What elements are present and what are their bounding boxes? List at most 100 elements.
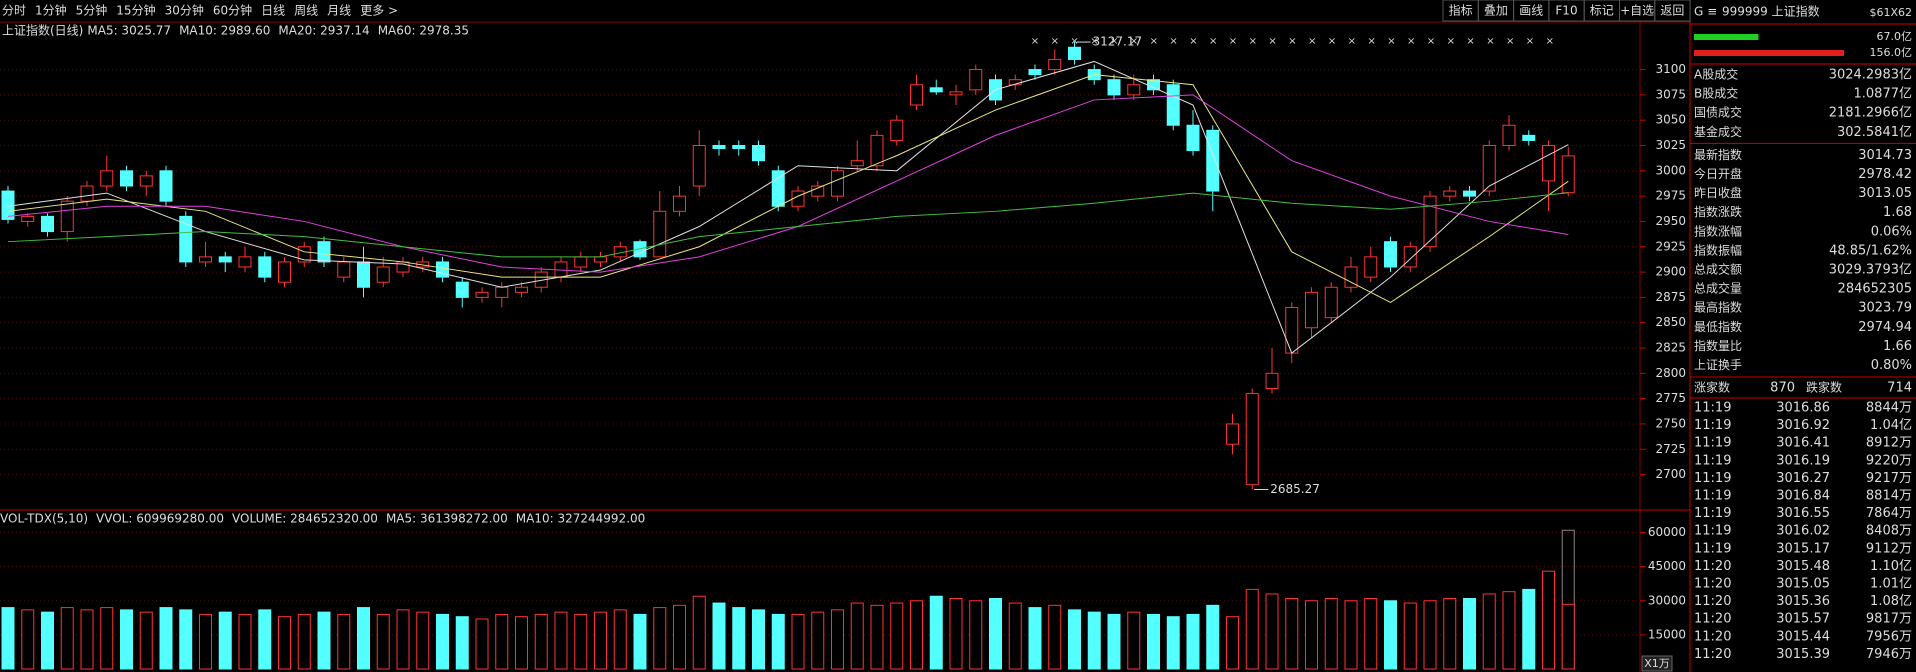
volume-bar: [732, 607, 746, 670]
period-tab[interactable]: 更多 >: [360, 4, 398, 18]
info-value: 2181.2966亿: [1829, 106, 1912, 121]
volume-bar: [495, 613, 509, 670]
volume-bar: [1048, 604, 1062, 670]
trade-price: 3016.02: [1776, 524, 1830, 539]
trade-time: 11:19: [1694, 401, 1731, 416]
volume-bar: [1008, 602, 1022, 670]
info-label: 最低指数: [1694, 319, 1742, 334]
candle-body: [1127, 84, 1141, 96]
candle-body: [1285, 307, 1299, 354]
volume-bar: [41, 611, 54, 670]
info-label: 最高指数: [1694, 300, 1742, 315]
volume-bar: [60, 607, 74, 670]
info-label: 基金成交: [1694, 124, 1742, 139]
y-tick-label: 3100: [1655, 62, 1686, 76]
volume-bar: [1305, 600, 1318, 670]
volume-bar: [831, 609, 844, 670]
tool-button-frame: [1654, 0, 1691, 22]
candle-body: [692, 145, 706, 187]
flow-label: 67.0亿: [1877, 30, 1913, 43]
period-tab[interactable]: 日线: [261, 4, 285, 18]
volume-bar: [771, 613, 785, 670]
candle-body: [910, 84, 923, 106]
candle-body: [100, 170, 114, 187]
tool-button[interactable]: 叠加: [1484, 4, 1508, 18]
info-value: 302.5841亿: [1837, 125, 1912, 140]
candle-body: [60, 200, 74, 233]
volume-bar: [1364, 598, 1378, 670]
trade-time: 11:20: [1694, 594, 1731, 609]
tool-button[interactable]: 指标: [1449, 3, 1473, 18]
y-tick-label: 60000: [1648, 525, 1686, 539]
candle-body: [594, 256, 607, 263]
tool-button[interactable]: 标记: [1590, 4, 1614, 18]
trade-time: 11:20: [1694, 629, 1731, 644]
volume-bar: [1186, 613, 1200, 670]
marker: ×: [1268, 36, 1276, 47]
chart-title: 上证指数(日线): [2, 23, 83, 38]
marker: ×: [1387, 36, 1395, 47]
volume-bar: [1087, 611, 1101, 670]
marker: ×: [1031, 36, 1039, 47]
candle-body: [21, 215, 35, 222]
volume-bar: [1147, 613, 1160, 670]
candle-body: [1245, 393, 1259, 486]
tool-button[interactable]: F10: [1555, 4, 1577, 18]
candle-body: [1463, 190, 1476, 197]
candle-body: [218, 256, 232, 263]
y-tick-label: 15000: [1648, 627, 1686, 641]
marker: ×: [1189, 36, 1197, 47]
info-label: 上证换手: [1694, 358, 1742, 372]
candle-body: [317, 241, 331, 263]
info-label: 总成交额: [1694, 262, 1742, 277]
tool-button[interactable]: 画线: [1519, 4, 1543, 18]
volume-bar: [1482, 593, 1496, 670]
y-tick-label: 3025: [1655, 138, 1686, 152]
trade-volume: 1.01亿: [1870, 577, 1912, 592]
candle-body: [850, 160, 864, 167]
y-tick-label: 2875: [1655, 290, 1686, 304]
volume-bar: [317, 611, 331, 670]
volume-bar: [574, 613, 588, 670]
candle-body: [1364, 256, 1378, 278]
tool-button[interactable]: 返回: [1660, 4, 1684, 18]
trade-price: 3015.39: [1776, 647, 1830, 662]
trade-time: 11:19: [1694, 541, 1731, 556]
period-tab[interactable]: 5分钟: [76, 3, 108, 18]
volume-bar: [199, 613, 212, 670]
info-value: 3013.05: [1858, 186, 1912, 201]
period-tab[interactable]: 1分钟: [35, 3, 67, 18]
marker: ×: [1150, 36, 1158, 47]
info-value: 2974.94: [1858, 320, 1912, 335]
info-value: 1.68: [1883, 205, 1912, 220]
y-tick-label: 2900: [1655, 265, 1686, 279]
info-value: 3024.2983亿: [1829, 68, 1912, 83]
volume-bar: [791, 613, 805, 670]
candle-body: [120, 170, 133, 187]
marker: ×: [1051, 36, 1059, 47]
volume-bar: [613, 609, 627, 670]
tool-button[interactable]: +自选: [1620, 4, 1654, 18]
volume-bar: [712, 602, 726, 670]
info-label: 指数涨跌: [1694, 204, 1742, 219]
marker: ×: [1427, 36, 1435, 47]
period-tab[interactable]: 15分钟: [116, 3, 155, 18]
period-tab[interactable]: 分时: [2, 4, 26, 18]
volume-bar: [1028, 607, 1042, 670]
y-tick-label: 2975: [1655, 189, 1686, 203]
period-tab[interactable]: 30分钟: [165, 3, 204, 18]
period-tab[interactable]: 周线: [294, 4, 318, 18]
y-tick-label: 3000: [1655, 163, 1686, 177]
candle-body: [238, 256, 252, 268]
volume-bar: [416, 611, 430, 670]
candle-body: [1403, 246, 1417, 268]
candle-body: [771, 170, 785, 207]
candle-body: [712, 145, 726, 150]
volume-bar: [100, 607, 114, 670]
period-tab[interactable]: 60分钟: [213, 3, 252, 18]
info-value: 3029.3793亿: [1829, 263, 1912, 278]
period-tab[interactable]: 月线: [327, 4, 351, 18]
volume-bar: [515, 616, 528, 670]
volume-bar: [1403, 602, 1417, 670]
